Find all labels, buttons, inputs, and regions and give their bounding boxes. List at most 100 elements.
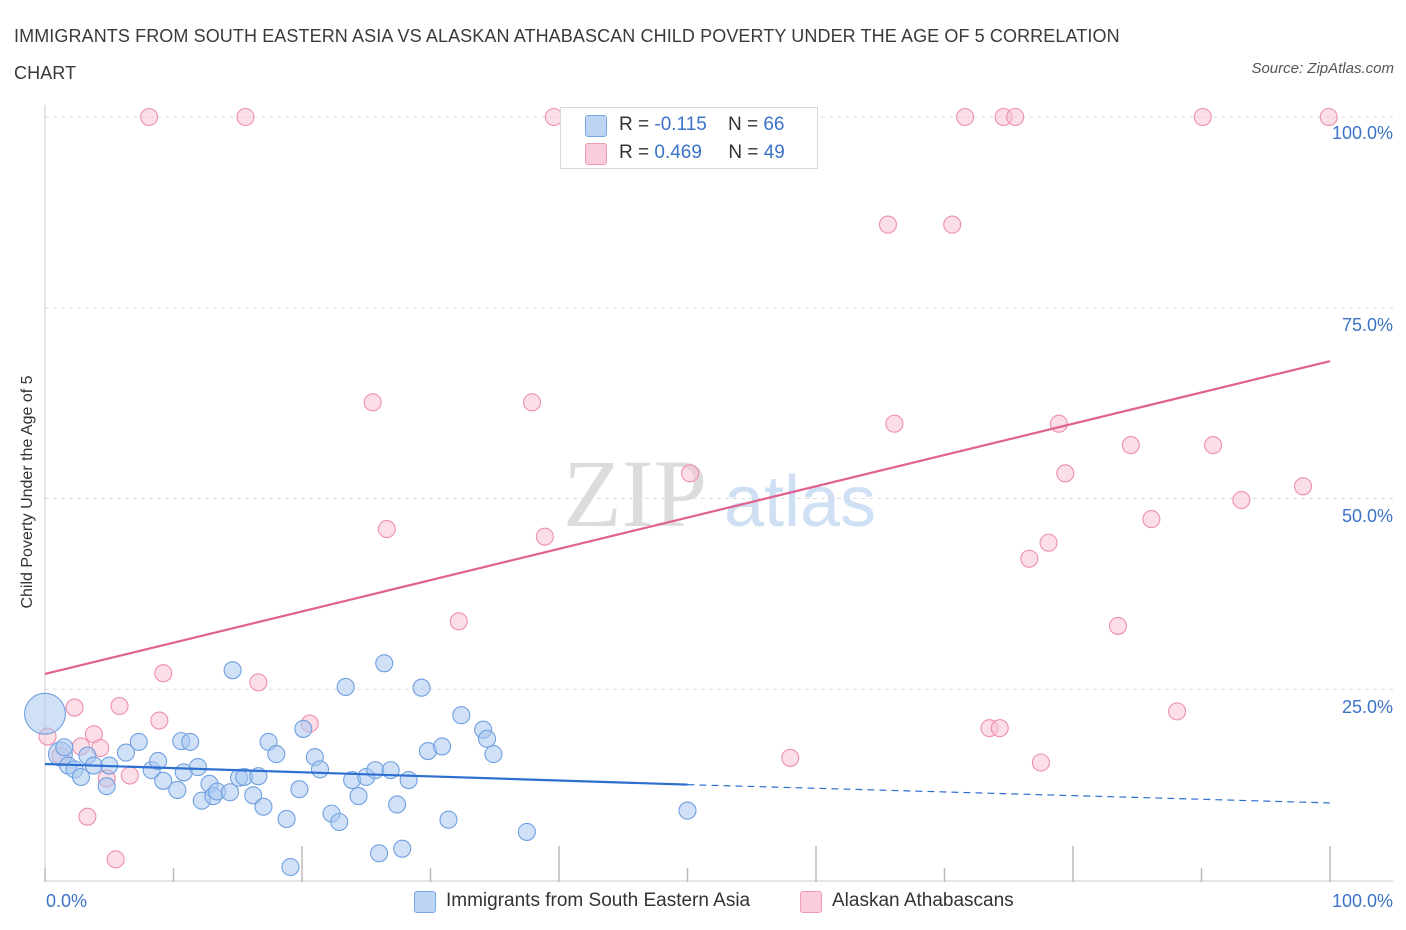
blue-point-58 [477, 729, 497, 748]
pink-point-23 [681, 464, 700, 483]
blue-point-55 [439, 810, 458, 829]
blue-point-47 [375, 654, 394, 673]
pink-point-45 [1293, 477, 1313, 496]
watermark-atlas: atlas [724, 462, 876, 542]
blue-point-33 [277, 809, 296, 829]
pink-point-8 [106, 850, 125, 869]
trend-line-blue-extension [687, 784, 1331, 804]
pink-point-18 [377, 519, 396, 539]
pink-point-32 [1006, 107, 1025, 127]
r-label: R = [619, 142, 655, 163]
blue-point-34 [281, 857, 300, 877]
trend-line-pink [44, 360, 1331, 676]
pink-point-34 [1031, 753, 1050, 772]
x-tick-100: 100.0% [1331, 891, 1393, 911]
blue-point-10 [116, 743, 136, 762]
blue-point-40 [330, 812, 349, 832]
blue-point-41 [336, 677, 355, 697]
blue-point-15 [168, 780, 187, 800]
watermark-zip: ZIP [563, 440, 707, 547]
pink-point-41 [1168, 702, 1187, 721]
blue-point-18 [181, 732, 200, 751]
pink-point-27 [943, 215, 962, 234]
pink-point-21 [535, 527, 554, 546]
blue-point-50 [393, 839, 412, 858]
blue-point-25 [223, 661, 242, 680]
blue-point-56 [452, 706, 471, 725]
pink-point-42 [1193, 107, 1212, 127]
legend-label: Alaskan Athabascans [832, 890, 1014, 911]
x-tick-0: 0.0% [46, 891, 88, 911]
n-label: N = [728, 142, 764, 163]
blue-point-35 [290, 780, 309, 799]
blue-point-24 [220, 783, 240, 802]
pink-point-9 [110, 696, 129, 716]
blue-point-49 [388, 795, 407, 814]
pink-point-24 [781, 748, 800, 767]
pink-point-4 [78, 807, 97, 826]
blue-point-36 [294, 719, 313, 738]
r-value: -0.115 [654, 114, 707, 135]
axes [44, 105, 1393, 882]
n-value: 66 [763, 114, 785, 135]
y-tick-75: 75.0% [1341, 315, 1393, 335]
blue-swatch [414, 891, 436, 913]
blue-swatch [585, 115, 607, 137]
r-value: 0.469 [654, 142, 702, 163]
y-tick-25: 25.0% [1341, 697, 1393, 717]
watermark: ZIP atlas [563, 440, 876, 547]
pink-point-15 [249, 673, 268, 692]
pink-point-46 [1319, 107, 1338, 127]
series-immigrants-south-eastern-asia [24, 654, 697, 877]
pink-point-28 [956, 107, 975, 127]
blue-point-45 [366, 761, 385, 780]
blue-point-19 [188, 758, 207, 777]
blue-point-32 [267, 745, 286, 764]
pink-point-2 [65, 698, 84, 717]
pink-point-19 [449, 612, 468, 631]
blue-point-46 [370, 844, 389, 863]
blue-point-14 [154, 771, 173, 790]
blue-point-0 [24, 692, 66, 735]
source-label: Source: ZipAtlas.com [1251, 60, 1394, 77]
y-tick-50: 50.0% [1341, 506, 1393, 526]
pink-point-20 [522, 393, 542, 412]
correlation-legend: R = -0.115 N = 66 R = 0.469 N = 49 [560, 107, 818, 169]
pink-point-11 [140, 107, 159, 127]
pink-point-35 [1039, 533, 1058, 552]
pink-swatch [585, 143, 607, 165]
pink-point-17 [363, 393, 382, 412]
blue-point-5 [71, 767, 91, 787]
blue-point-11 [129, 732, 148, 751]
pink-point-39 [1121, 436, 1140, 455]
pink-point-13 [154, 664, 173, 683]
blue-point-28 [244, 786, 263, 805]
pink-point-30 [990, 719, 1009, 738]
legend-label: Immigrants from South Eastern Asia [446, 890, 751, 911]
y-tick-100: 100.0% [1331, 123, 1393, 143]
r-label: R = [619, 114, 655, 135]
pink-point-37 [1056, 464, 1075, 483]
blue-point-52 [412, 678, 431, 697]
chart-title: IMMIGRANTS FROM SOUTH EASTERN ASIA VS AL… [14, 26, 1120, 83]
pink-point-12 [150, 711, 169, 730]
blue-point-51 [399, 770, 418, 790]
n-value: 49 [763, 142, 785, 163]
trend-line-blue [44, 762, 688, 786]
blue-point-30 [254, 797, 273, 816]
grid-lines [45, 116, 1393, 690]
blue-point-43 [349, 787, 368, 806]
pink-point-33 [1020, 549, 1039, 568]
pink-point-10 [120, 766, 139, 785]
blue-point-13 [149, 751, 168, 771]
blue-point-54 [433, 737, 452, 756]
pink-point-26 [885, 414, 904, 433]
pink-point-43 [1204, 436, 1223, 455]
pink-point-38 [1108, 616, 1128, 635]
pink-point-14 [236, 107, 255, 127]
blue-point-2 [55, 738, 74, 757]
blue-point-8 [97, 777, 116, 796]
blue-point-59 [484, 745, 503, 764]
blue-point-38 [310, 760, 330, 779]
